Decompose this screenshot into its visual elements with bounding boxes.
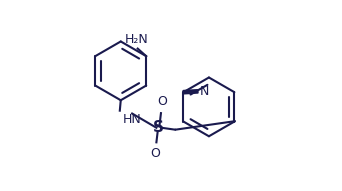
Text: HN: HN: [123, 112, 141, 125]
Text: H₂N: H₂N: [125, 33, 149, 46]
Text: O: O: [158, 95, 167, 108]
Text: N: N: [200, 85, 209, 98]
Text: S: S: [153, 120, 164, 135]
Text: O: O: [150, 147, 160, 160]
